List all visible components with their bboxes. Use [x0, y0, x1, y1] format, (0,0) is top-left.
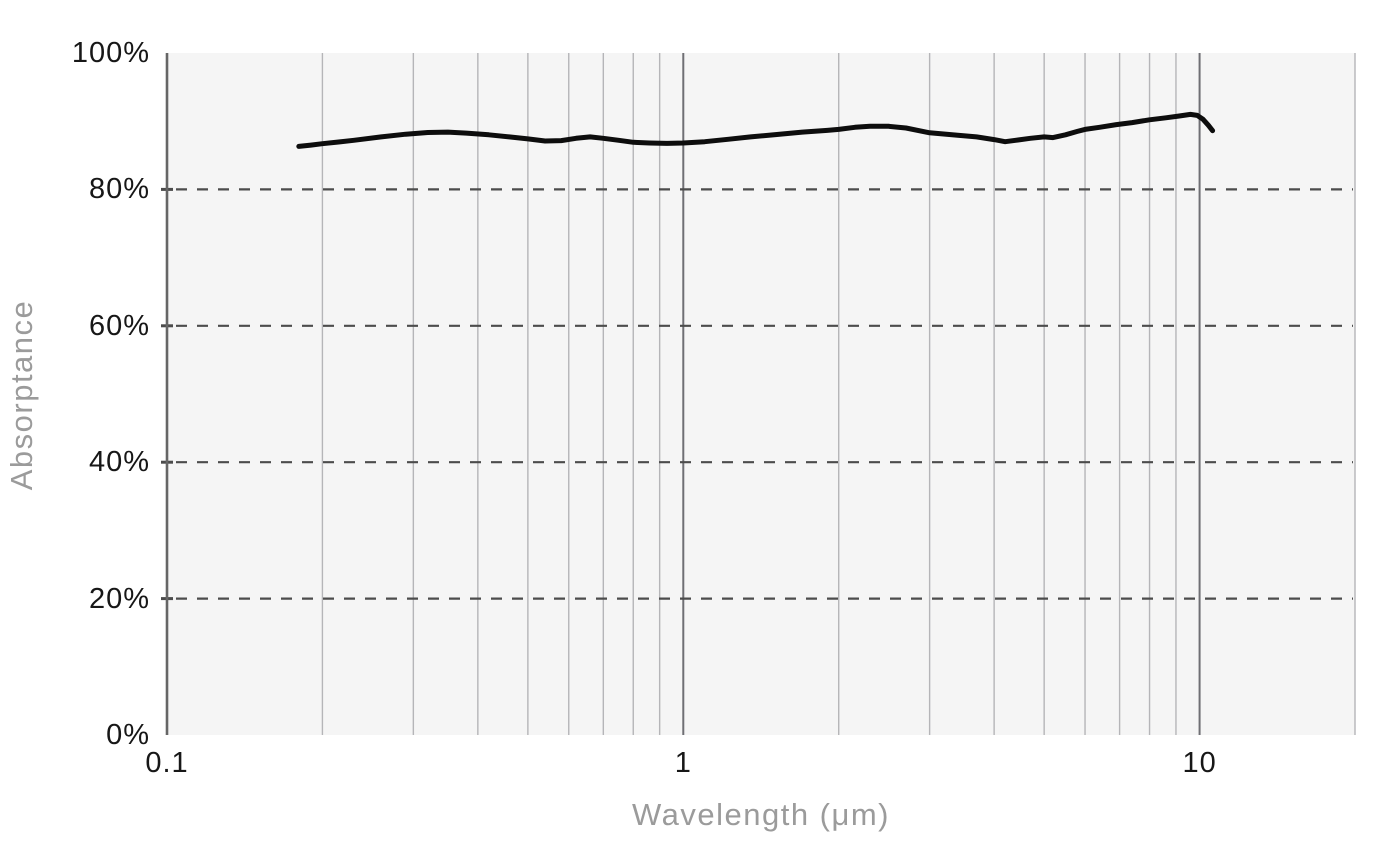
y-tick-label: 0%: [106, 719, 150, 751]
x-tick-label: 0.1: [145, 747, 189, 779]
x-axis-title: Wavelength (μm): [632, 797, 890, 832]
y-tick-label: 20%: [88, 582, 150, 615]
data-line-absorptance: [296, 111, 1216, 149]
x-tick-label: 10: [1182, 747, 1217, 779]
y-tick-label: 100%: [71, 37, 150, 69]
plot-panel: [167, 53, 1355, 735]
y-axis-title: Absorptance: [4, 299, 39, 491]
y-tick-label: 40%: [88, 446, 150, 479]
y-tick-label: 80%: [88, 173, 150, 206]
x-tick-label: 1: [674, 747, 692, 779]
y-tick-label: 60%: [88, 309, 150, 342]
